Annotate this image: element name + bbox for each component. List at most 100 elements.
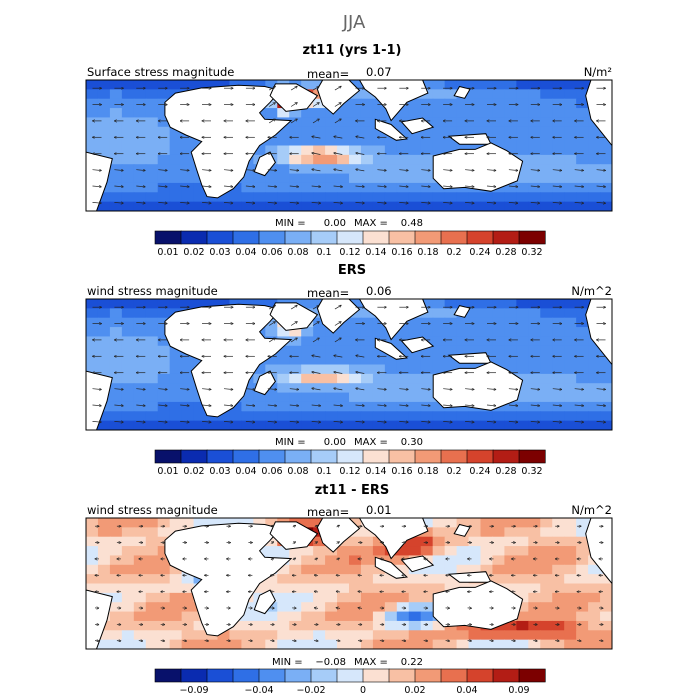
field-cell [576, 182, 589, 193]
field-cell [360, 336, 374, 347]
wind-vector [269, 119, 275, 124]
field-cell [181, 299, 195, 309]
field-cell [420, 299, 434, 309]
field-cell [253, 201, 266, 211]
colorbar-swatch [258, 668, 286, 683]
field-cell [181, 173, 195, 184]
field-cell [444, 299, 458, 309]
field-cell [540, 555, 553, 566]
field-cell [432, 317, 446, 328]
field-cell [552, 602, 565, 613]
field-cell [133, 639, 147, 649]
field-cell [133, 182, 147, 193]
field-cell [169, 182, 183, 193]
field-cell [552, 201, 565, 211]
field-cell [109, 620, 123, 631]
field-cell [265, 317, 278, 328]
field-cell [109, 383, 123, 394]
field-cell [349, 336, 362, 347]
field-cell [97, 411, 111, 422]
field-cell [349, 564, 362, 575]
field-cell [349, 630, 362, 641]
field-cell [408, 639, 422, 649]
field-cell [576, 173, 589, 184]
wind-vector [355, 421, 365, 422]
field-cell [241, 80, 254, 90]
field-cell [301, 420, 314, 430]
field-cell [97, 89, 111, 100]
field-cell [576, 518, 589, 528]
land-madagascar [253, 589, 276, 615]
field-cell [360, 592, 374, 603]
field-cell [588, 611, 601, 622]
land-sumatra [374, 337, 409, 360]
panel-1-vectors [93, 86, 606, 203]
wind-vector [289, 202, 299, 203]
field-cell [121, 98, 135, 109]
wind-vector [136, 389, 145, 390]
field-cell [552, 80, 565, 90]
field-cell [576, 527, 589, 538]
field-cell [229, 630, 242, 641]
field-cell [468, 192, 482, 203]
field-cell [504, 89, 517, 100]
colorbar-label: 0.2 [446, 247, 461, 258]
field-cell [193, 80, 207, 90]
field-cell [325, 336, 338, 347]
field-cell [492, 299, 505, 309]
wind-vector [114, 170, 123, 171]
field-cell [349, 182, 362, 193]
field-cell [109, 89, 123, 100]
field-cell [420, 411, 434, 422]
wind-vector [508, 389, 518, 390]
field-cell [157, 299, 171, 309]
field-cell [349, 345, 362, 356]
land-south-america [86, 151, 113, 211]
field-cell [277, 327, 290, 338]
wind-vector [202, 186, 211, 187]
field-cell [456, 639, 470, 649]
field-cell [86, 98, 99, 109]
field-cell [552, 383, 565, 394]
wind-vector [114, 202, 123, 203]
field-cell [564, 555, 577, 566]
field-cell [540, 98, 553, 109]
field-cell [121, 308, 135, 319]
field-cell [408, 327, 422, 338]
colorbar-label: 0.01 [157, 466, 178, 477]
field-cell [408, 583, 422, 594]
field-cell [109, 555, 123, 566]
field-cell [229, 201, 242, 211]
field-cell [337, 602, 350, 613]
field-cell [420, 574, 434, 585]
field-cell [109, 592, 123, 603]
field-cell [588, 574, 601, 585]
field-cell [552, 527, 565, 538]
field-cell [576, 564, 589, 575]
field-cell [468, 108, 482, 119]
field-cell [169, 620, 183, 631]
field-cell [337, 583, 350, 594]
field-cell [528, 401, 541, 412]
field-cell [325, 383, 338, 394]
field-cell [516, 89, 529, 100]
field-cell [121, 592, 135, 603]
field-cell [444, 117, 458, 128]
field-cell [265, 201, 278, 211]
field-cell [121, 401, 135, 412]
field-cell [97, 108, 111, 119]
field-cell [564, 89, 577, 100]
field-cell [492, 201, 505, 211]
field-cell [432, 89, 446, 100]
field-cell [540, 602, 553, 613]
field-cell [145, 164, 159, 175]
field-cell [492, 192, 505, 203]
field-cell [205, 80, 219, 90]
field-cell [384, 173, 398, 184]
wind-vector [267, 186, 277, 187]
wind-vector [136, 186, 145, 187]
wind-vector [245, 405, 255, 406]
field-cell [516, 364, 529, 375]
field-cell [241, 401, 254, 412]
field-cell [552, 574, 565, 585]
